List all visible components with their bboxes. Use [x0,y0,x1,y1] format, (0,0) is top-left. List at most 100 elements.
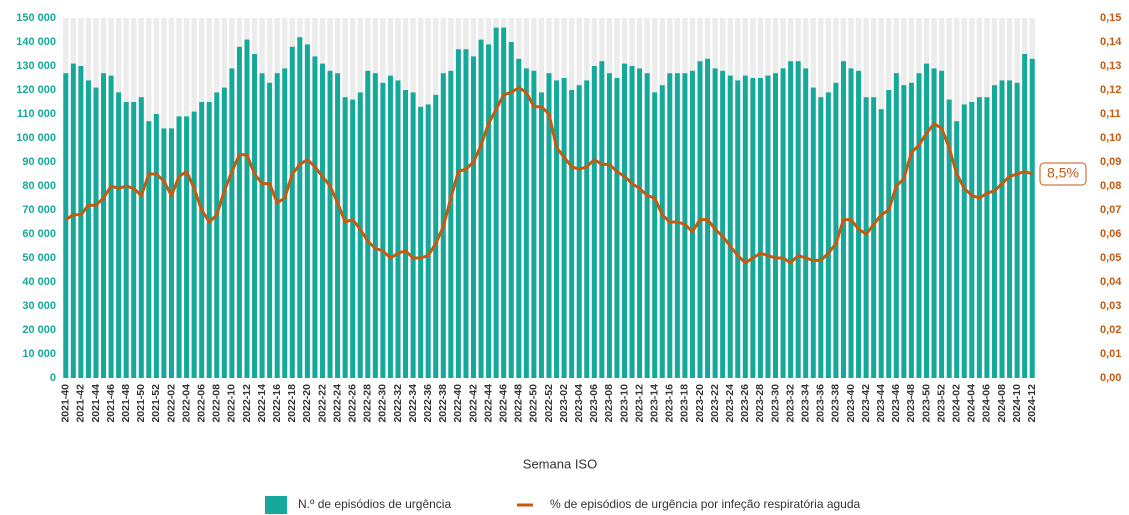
x-tick-label: 2022-46 [497,384,509,423]
x-tick-label: 2022-30 [377,384,389,423]
bar [825,92,831,379]
bar [433,94,439,379]
x-tick-label: 2023-02 [558,384,570,423]
bar [833,82,839,379]
bar [267,82,273,379]
bar [531,70,537,379]
bar [886,90,892,378]
bar [70,63,76,378]
bar [229,68,235,379]
x-tick-label: 2023-12 [633,384,645,423]
bar [659,85,665,378]
bar [387,75,393,378]
bar [221,87,227,378]
x-tick-label: 2022-14 [256,384,268,423]
y-tick-label: 90 000 [22,156,56,168]
x-tick-label: 2022-06 [195,384,207,423]
x-tick-label: 2022-24 [331,384,343,423]
bar [908,82,914,379]
x-tick-label: 2023-26 [739,384,751,423]
y2-tick-label: 0,01 [1100,348,1121,360]
x-tick-label: 2023-46 [890,384,902,423]
bar [569,90,575,378]
y2-tick-label: 0,15 [1100,12,1121,24]
x-tick-label: 2023-20 [694,384,706,423]
x-tick-label: 2022-18 [286,384,298,423]
bar [538,92,544,379]
bar [788,61,794,378]
x-tick-label: 2023-18 [679,384,691,423]
bar [599,61,605,378]
bar [644,73,650,378]
y-tick-label: 110 000 [17,108,56,120]
bar [848,68,854,379]
x-tick-label: 2023-52 [935,384,947,423]
x-tick-label: 2023-04 [573,384,585,423]
bar [327,70,333,379]
x-tick-label: 2022-50 [528,384,540,423]
y-tick-label: 50 000 [22,252,56,264]
bar [116,92,122,379]
bar [523,68,529,379]
bar [546,73,552,378]
x-tick-label: 2023-32 [784,384,796,423]
x-tick-label: 2021-40 [60,384,72,423]
bar [954,121,960,378]
bar [471,56,476,379]
x-tick-label: 2022-08 [211,384,223,423]
bar [357,92,363,379]
bar [810,87,816,378]
x-axis-title: Semana ISO [523,456,597,471]
x-tick-label: 2023-28 [754,384,766,423]
bar [629,66,635,378]
x-tick-label: 2022-38 [437,384,449,423]
bar [742,75,748,378]
bar [146,121,152,378]
bar [463,49,469,378]
x-tick-label: 2024-04 [966,384,978,423]
x-tick-label: 2022-44 [482,384,494,423]
bar [863,97,869,378]
bar [871,97,877,378]
bar [976,97,982,378]
bar [282,68,288,379]
bar [637,68,643,379]
x-tick-label: 2023-44 [875,384,887,423]
bar [289,46,295,379]
y-tick-label: 10 000 [22,348,56,360]
bar [561,78,567,378]
y-tick-label: 70 000 [22,204,56,216]
bar [516,58,522,379]
y2-tick-label: 0,12 [1100,84,1121,96]
bar [999,80,1005,379]
bar [123,102,129,378]
y-tick-label: 80 000 [22,180,56,192]
bar [372,73,378,378]
bar [478,39,484,378]
y2-tick-label: 0,00 [1100,372,1121,384]
bar [342,97,348,378]
bar [720,70,726,379]
bar [63,73,69,378]
x-tick-label: 2021-42 [75,384,87,423]
bar [176,116,182,379]
x-tick-label: 2022-32 [392,384,404,423]
bar [689,70,695,379]
bar [576,85,582,378]
bar [667,73,673,378]
bar [614,78,620,378]
x-tick-label: 2024-12 [1026,384,1038,423]
x-tick-label: 2021-44 [90,384,102,423]
x-tick-label: 2021-48 [120,384,132,423]
x-tick-label: 2022-26 [346,384,358,423]
bar [131,102,137,378]
x-tick-label: 2023-30 [769,384,781,423]
x-tick-label: 2024-08 [996,384,1008,423]
legend-label: % de episódios de urgência por infeção r… [550,497,861,511]
bar [780,68,786,379]
x-tick-label: 2023-34 [799,384,811,423]
bar [297,37,303,378]
bar [199,102,205,378]
bar [335,73,341,378]
